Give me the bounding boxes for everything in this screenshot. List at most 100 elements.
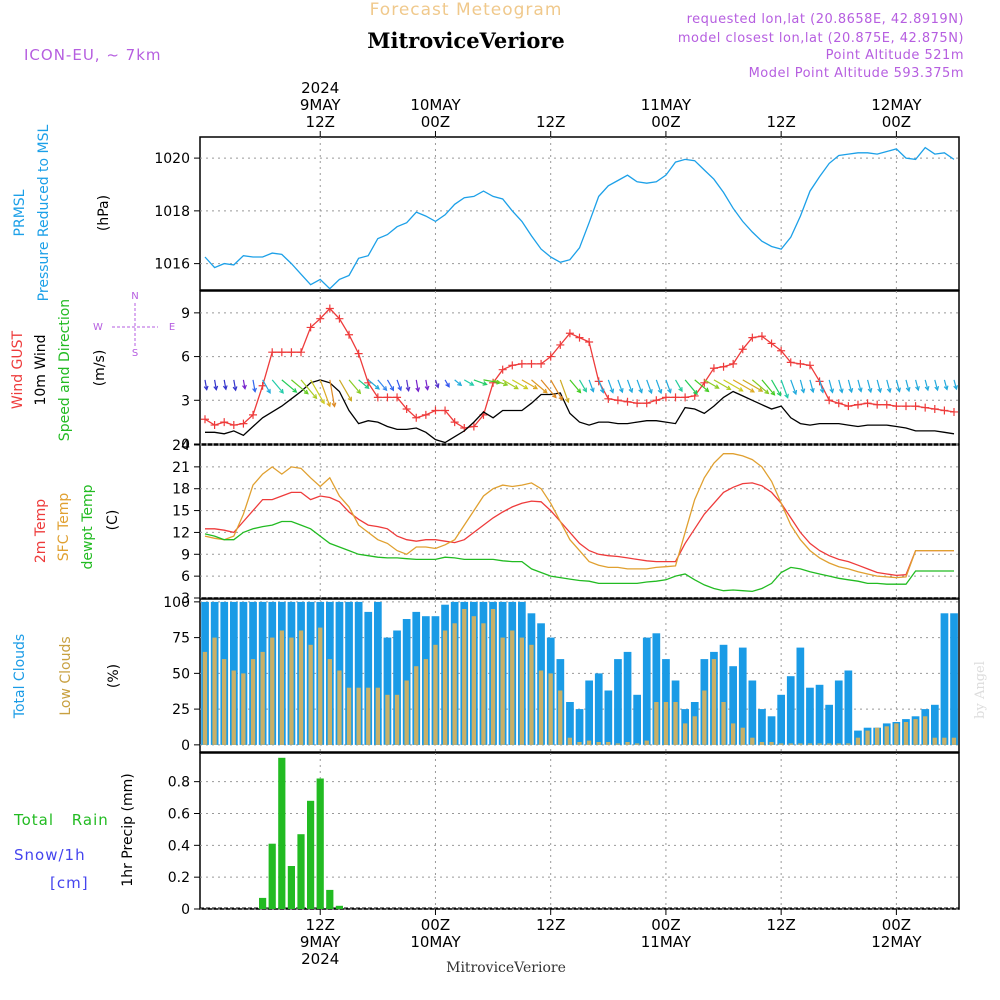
low-clouds-bar bbox=[414, 666, 419, 745]
wind-arrow-shaft bbox=[463, 379, 474, 386]
gust-point bbox=[681, 393, 690, 402]
total-clouds-bar bbox=[604, 690, 613, 745]
total-clouds-bar bbox=[729, 666, 737, 745]
low-clouds-bar bbox=[394, 694, 400, 745]
gust-point bbox=[268, 348, 277, 357]
gust-point bbox=[844, 402, 853, 411]
wind-arrow-shaft bbox=[694, 379, 709, 392]
wind-arrow bbox=[636, 379, 643, 394]
wind-arrow-head bbox=[714, 384, 720, 389]
temperature-ytick-label: 24 bbox=[172, 438, 190, 454]
low-clouds-bar bbox=[385, 694, 390, 745]
gust-point bbox=[834, 399, 843, 408]
wind-arrow-head bbox=[792, 389, 798, 396]
clouds-ytick-label: 50 bbox=[172, 666, 190, 682]
low-clouds-bar bbox=[913, 719, 918, 745]
low-clouds-bar bbox=[337, 670, 342, 745]
watermark: by Angel bbox=[973, 661, 988, 719]
total-clouds-bar bbox=[777, 694, 785, 745]
wind-arrow-shaft bbox=[675, 379, 683, 392]
location-title: MitroviceVeriore bbox=[367, 28, 565, 53]
total-clouds-bar bbox=[383, 637, 392, 745]
wind-arrow-head bbox=[693, 389, 698, 396]
wind-arrow-head bbox=[558, 395, 563, 401]
wind-arrow-head bbox=[770, 390, 776, 396]
wind-arrow-head bbox=[405, 386, 411, 392]
wind-arrow bbox=[713, 379, 732, 391]
wind-arrow bbox=[405, 379, 411, 392]
low-clouds-bar bbox=[654, 702, 659, 745]
wind-arrow bbox=[838, 379, 844, 394]
time-label-top: 12MAY bbox=[871, 96, 922, 114]
wind-arrow bbox=[569, 379, 582, 394]
time-label-bottom: 00Z bbox=[651, 916, 680, 934]
wind-arrow-shaft bbox=[617, 379, 623, 393]
wind-arrow-head bbox=[848, 387, 854, 394]
wind-arrow-shaft bbox=[953, 379, 958, 390]
wind-arrow bbox=[675, 379, 683, 393]
low-clouds-bar bbox=[635, 743, 640, 745]
wind-arrow-head bbox=[738, 387, 744, 392]
gust-point bbox=[354, 349, 363, 358]
total-clouds-bar bbox=[575, 709, 584, 745]
gust-point bbox=[786, 358, 795, 367]
pressure-side-labels: PRMSL Pressure Reduced to MSL (hPa) bbox=[12, 124, 112, 301]
low-clouds-bar bbox=[529, 644, 534, 745]
wind-arrow-head bbox=[213, 385, 219, 391]
wind-arrow bbox=[704, 379, 720, 389]
wind-arrow-shaft bbox=[338, 379, 352, 401]
total-clouds-bar bbox=[354, 601, 363, 745]
model-altitude: Model Point Altitude 593.375m bbox=[749, 66, 964, 81]
wind-arrow bbox=[232, 379, 238, 392]
gust-point bbox=[777, 346, 786, 355]
low-clouds-bar bbox=[644, 740, 649, 745]
precipitation-ytick-label: 0.2 bbox=[168, 870, 190, 886]
low-clouds-bar bbox=[683, 723, 688, 745]
wind-arrow bbox=[684, 379, 698, 396]
gust-point bbox=[892, 402, 901, 411]
total-clouds-bar bbox=[767, 716, 776, 745]
low-clouds-bar bbox=[759, 742, 765, 745]
wind-arrow-head bbox=[532, 384, 539, 390]
wind-arrow-head bbox=[326, 402, 331, 408]
wind-arrow-head bbox=[457, 381, 463, 387]
gust-point bbox=[537, 359, 546, 368]
low-clouds-bar bbox=[798, 743, 803, 745]
wind-arrow-head bbox=[564, 397, 570, 404]
wind-arrow-shaft bbox=[665, 379, 672, 393]
wind-arrow-head bbox=[424, 385, 430, 391]
wind-arrow-shaft bbox=[857, 379, 862, 392]
precip-label-rain: Total Rain bbox=[13, 811, 109, 829]
gust-point bbox=[210, 421, 219, 430]
low-clouds-bar bbox=[731, 723, 736, 745]
gust-point bbox=[373, 393, 382, 402]
wind-arrow-head bbox=[599, 388, 605, 394]
gust-point bbox=[748, 333, 757, 342]
wind-arrow bbox=[310, 379, 325, 405]
wind-arrow-shaft bbox=[876, 379, 881, 393]
panel-precipitation: 0 0.2 0.4 0.6 0.8 bbox=[168, 752, 960, 918]
wind-arrow-head bbox=[749, 388, 755, 393]
wind-ytick-label: 3 bbox=[181, 393, 190, 409]
rain-bar bbox=[259, 897, 267, 909]
wind-arrow bbox=[655, 379, 663, 395]
requested-coords: requested lon,lat (20.8658E, 42.8919N) bbox=[687, 12, 964, 27]
wind-arrow-shaft bbox=[252, 379, 256, 392]
wind-arrow bbox=[847, 379, 854, 394]
time-label-top: 12Z bbox=[306, 113, 335, 131]
gust-point bbox=[546, 352, 555, 361]
low-clouds-bar bbox=[433, 644, 438, 745]
low-clouds-bar bbox=[510, 630, 515, 745]
time-label-top: 00Z bbox=[882, 113, 911, 131]
low-clouds-bar bbox=[366, 687, 371, 745]
wind-arrow-head bbox=[232, 386, 238, 392]
time-label-bottom: 12Z bbox=[306, 916, 335, 934]
wind-arrow-head bbox=[638, 388, 643, 394]
rain-bar bbox=[268, 843, 276, 909]
wind-arrow-head bbox=[523, 384, 529, 390]
wind-arrow-head bbox=[667, 388, 672, 394]
rain-bar bbox=[307, 800, 315, 909]
wind-arrow-shaft bbox=[704, 379, 719, 389]
wind-arrow bbox=[203, 379, 209, 391]
total-clouds-bar bbox=[806, 687, 814, 745]
